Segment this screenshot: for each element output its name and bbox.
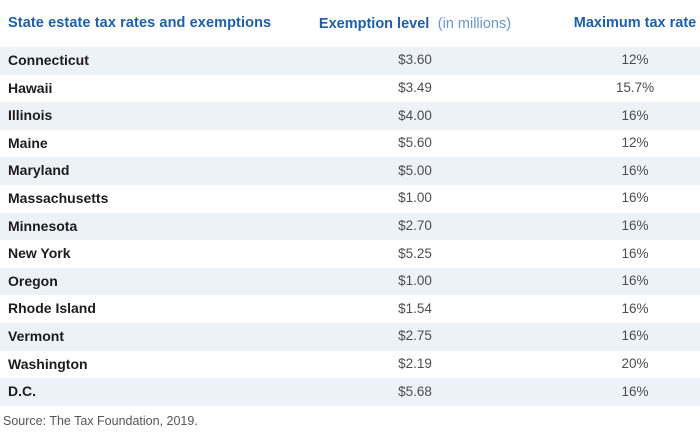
table-row-massachusetts: Massachusetts $1.00 16%: [0, 185, 700, 213]
tax-rate-value: 16%: [621, 162, 649, 178]
exemption-value: $5.00: [398, 162, 432, 178]
tax-rate-value: 16%: [621, 217, 649, 233]
tax-rate-value: 12%: [621, 52, 649, 68]
exemption-value: $5.25: [398, 245, 432, 261]
table-row-dc: D.C. $5.68 16%: [0, 378, 700, 406]
exemption-value: $3.49: [398, 79, 432, 95]
table-header-row: State estate tax rates and exemptions Ex…: [0, 0, 700, 47]
exemption-value: $1.54: [398, 300, 432, 316]
state-name: Oregon: [8, 272, 58, 289]
exemption-value: $2.19: [398, 355, 432, 371]
source-attribution: Source: The Tax Foundation, 2019.: [3, 413, 198, 428]
table-row-maryland: Maryland $5.00 16%: [0, 157, 700, 185]
state-name: Maine: [8, 134, 48, 151]
state-name: Illinois: [8, 107, 53, 124]
state-name: Maryland: [8, 162, 70, 179]
table-title: State estate tax rates and exemptions: [8, 14, 272, 31]
exemption-value: $5.68: [398, 383, 432, 399]
exemption-value: $1.00: [398, 273, 432, 289]
exemption-value: $2.70: [398, 217, 432, 233]
table-row-rhode-island: Rhode Island $1.54 16%: [0, 295, 700, 323]
exemption-units-note: (in millions): [437, 15, 512, 32]
state-name: Rhode Island: [8, 300, 96, 317]
tax-rate-value: 16%: [621, 383, 649, 399]
exemption-value: $2.75: [398, 328, 432, 344]
column-header-exemption: Exemption level (in millions): [318, 15, 512, 33]
table-row-new-york: New York $5.25 16%: [0, 240, 700, 268]
tax-rate-value: 20%: [621, 355, 649, 371]
exemption-level-label: Exemption level: [318, 15, 430, 32]
state-name: Vermont: [8, 328, 65, 345]
table-row-minnesota: Minnesota $2.70 16%: [0, 212, 700, 241]
table-body: Connecticut $3.60 12% Hawaii $3.49 15.7%…: [0, 47, 700, 406]
tax-rate-value: 16%: [621, 328, 649, 344]
table-row-illinois: Illinois $4.00 16%: [0, 102, 700, 130]
tax-rate-value: 15.7%: [615, 79, 655, 95]
tax-rate-value: 16%: [621, 190, 649, 206]
exemption-value: $5.60: [398, 135, 432, 151]
state-name: Hawaii: [8, 79, 53, 96]
state-name: Massachusetts: [8, 190, 109, 207]
table-row-vermont: Vermont $2.75 16%: [0, 322, 700, 351]
tax-rate-value: 16%: [621, 273, 649, 289]
column-header-max-tax-rate: Maximum tax rate: [573, 14, 697, 31]
exemption-value: $1.00: [398, 190, 432, 206]
state-name: Minnesota: [8, 217, 78, 234]
tax-rate-value: 16%: [621, 245, 649, 261]
tax-rate-value: 16%: [621, 107, 649, 123]
state-name: New York: [8, 245, 71, 262]
table-row-maine: Maine $5.60 12%: [0, 130, 700, 158]
table-row-connecticut: Connecticut $3.60 12%: [0, 47, 700, 75]
state-name: D.C.: [8, 383, 36, 400]
tax-rate-value: 12%: [621, 135, 649, 151]
table-row-hawaii: Hawaii $3.49 15.7%: [0, 75, 700, 103]
tax-rate-value: 16%: [621, 300, 649, 316]
exemption-value: $3.60: [398, 52, 432, 68]
table-row-washington: Washington $2.19 20%: [0, 351, 700, 379]
exemption-value: $4.00: [398, 107, 432, 123]
table-row-oregon: Oregon $1.00 16%: [0, 267, 700, 296]
state-name: Washington: [8, 355, 88, 372]
state-name: Connecticut: [8, 52, 89, 69]
